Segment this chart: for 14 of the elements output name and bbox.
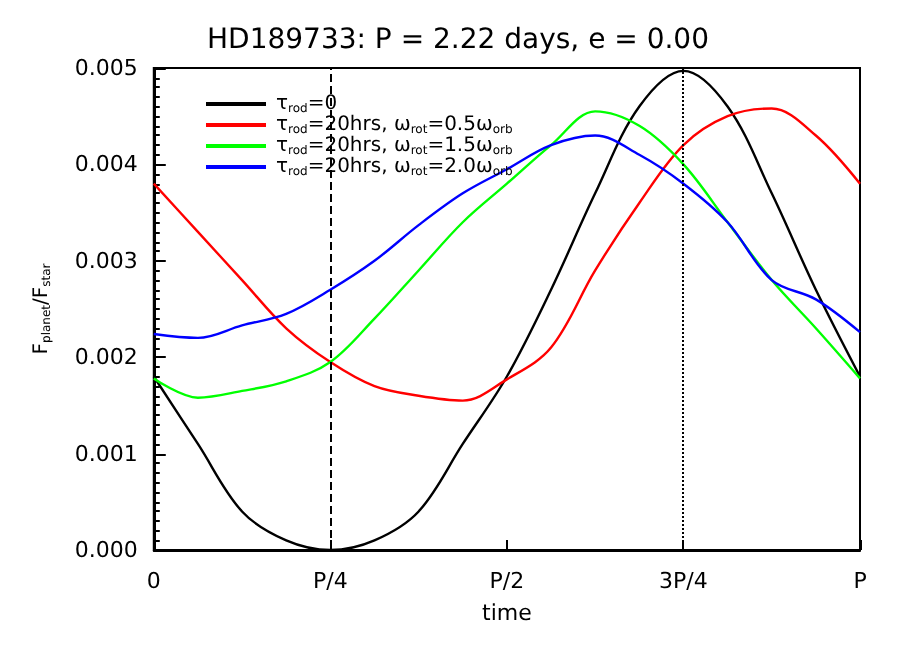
x-axis-title: time [482, 599, 533, 626]
x-tick-label: P/4 [312, 568, 348, 594]
y-tick-label: 0.002 [74, 344, 138, 371]
y-tick-label: 0.000 [74, 537, 138, 563]
y-tick-label: 0.004 [74, 151, 138, 178]
x-tick-label: 3P/4 [659, 568, 708, 594]
x-tick-label: P [853, 568, 868, 594]
y-tick-label: 0.003 [74, 247, 138, 274]
chart-title: HD189733: P = 2.22 days, e = 0.00 [207, 24, 709, 56]
y-tick-label: 0.005 [74, 55, 138, 81]
y-tick-label: 0.001 [74, 440, 138, 467]
line-series [152, 134, 862, 340]
x-tick-label: P/2 [489, 568, 525, 594]
x-tick-label: 0 [146, 568, 161, 594]
